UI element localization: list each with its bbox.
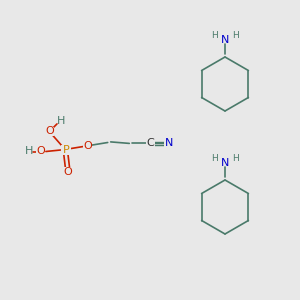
FancyBboxPatch shape xyxy=(61,145,71,155)
Text: N: N xyxy=(221,158,229,168)
Text: O: O xyxy=(83,141,92,152)
FancyBboxPatch shape xyxy=(146,139,155,148)
Text: H: H xyxy=(232,31,239,40)
FancyBboxPatch shape xyxy=(164,139,174,148)
FancyBboxPatch shape xyxy=(45,127,54,136)
FancyBboxPatch shape xyxy=(63,167,72,176)
Text: H: H xyxy=(25,146,33,157)
FancyBboxPatch shape xyxy=(83,142,92,151)
Text: N: N xyxy=(165,138,173,148)
Text: H: H xyxy=(232,154,239,163)
FancyBboxPatch shape xyxy=(36,147,45,156)
Text: C: C xyxy=(146,138,154,148)
Text: O: O xyxy=(36,146,45,157)
Text: O: O xyxy=(63,167,72,177)
Text: H: H xyxy=(56,116,65,126)
Text: H: H xyxy=(211,31,218,40)
Text: H: H xyxy=(211,154,218,163)
Text: P: P xyxy=(63,145,69,155)
Text: N: N xyxy=(221,35,229,45)
Text: O: O xyxy=(45,126,54,136)
